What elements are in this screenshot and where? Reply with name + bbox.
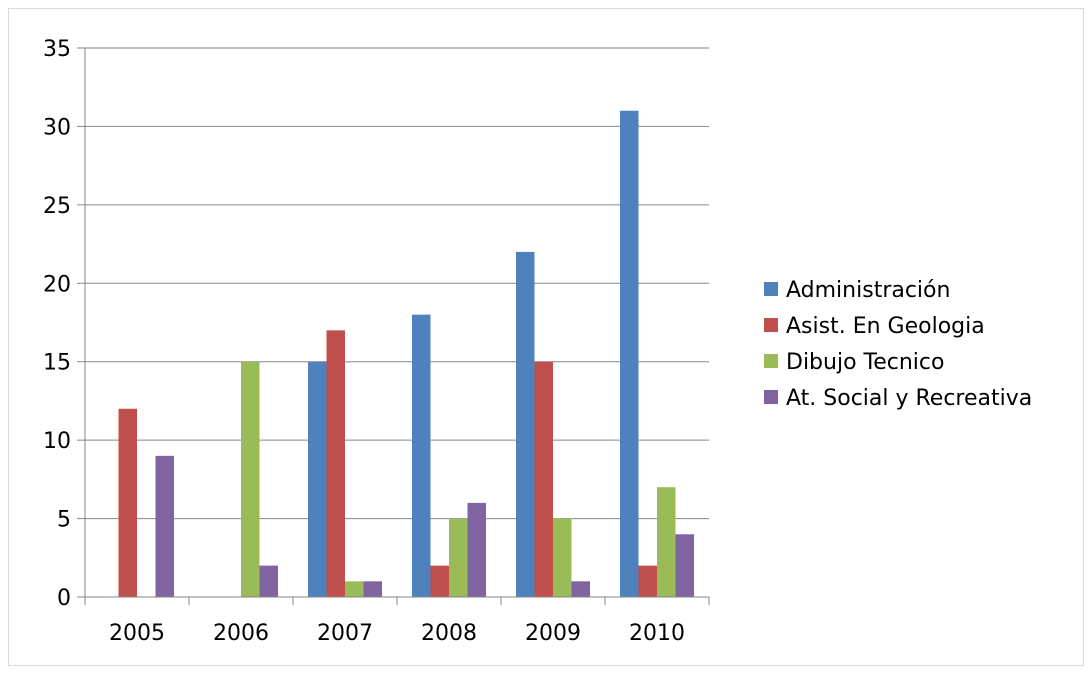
bar-2009-series-2 [534,361,553,597]
y-tick-label: 30 [43,115,71,140]
bar-2007-series-3 [345,581,364,597]
bar-2010-series-2 [638,565,657,597]
gridlines [85,47,709,520]
x-tick-label: 2006 [213,621,269,646]
y-tick-label: 35 [43,37,71,62]
legend-label: Asist. En Geologia [786,314,985,339]
bar-2006-series-3 [241,361,260,597]
bar-2006-series-4 [259,565,278,597]
y-tick-label: 0 [57,586,71,611]
bar-2008-series-3 [449,518,468,597]
bar-2008-series-1 [412,314,431,597]
axes: 0 5 10 15 20 25 30 35 2005 2006 2007 2008 2009 2010 [43,37,710,646]
y-tick-label: 10 [43,429,71,454]
bar-2007-series-2 [326,330,345,597]
legend-label: Dibujo Tecnico [786,350,944,375]
x-tick-label: 2010 [629,621,685,646]
y-tick-label: 25 [43,194,71,219]
y-tick-label: 20 [43,272,71,297]
bar-2008-series-4 [467,502,486,597]
bar-2005-series-2 [118,408,137,597]
bar-2005-series-4 [155,455,174,597]
bar-2009-series-1 [516,251,535,597]
legend-swatch [764,282,778,296]
legend-label: At. Social y Recreativa [786,386,1032,411]
x-tick-label: 2005 [109,621,165,646]
bar-2009-series-4 [571,581,590,597]
y-tick-label: 15 [43,351,71,376]
bars [118,110,694,597]
bar-2009-series-3 [553,518,572,597]
y-tick-label: 5 [57,508,71,533]
x-tick-label: 2009 [525,621,581,646]
legend: Administración Asist. En Geologia Dibujo T… [764,278,1032,411]
bar-2007-series-1 [308,361,327,597]
bar-2010-series-4 [675,534,694,597]
x-tick-label: 2008 [421,621,477,646]
legend-swatch [764,354,778,368]
bar-2007-series-4 [363,581,382,597]
bar-2008-series-2 [430,565,449,597]
x-tick-label: 2007 [317,621,373,646]
legend-label: Administración [786,278,950,303]
bar-2010-series-3 [657,487,676,597]
legend-swatch [764,318,778,332]
legend-swatch [764,390,778,404]
bar-2010-series-1 [620,110,639,597]
